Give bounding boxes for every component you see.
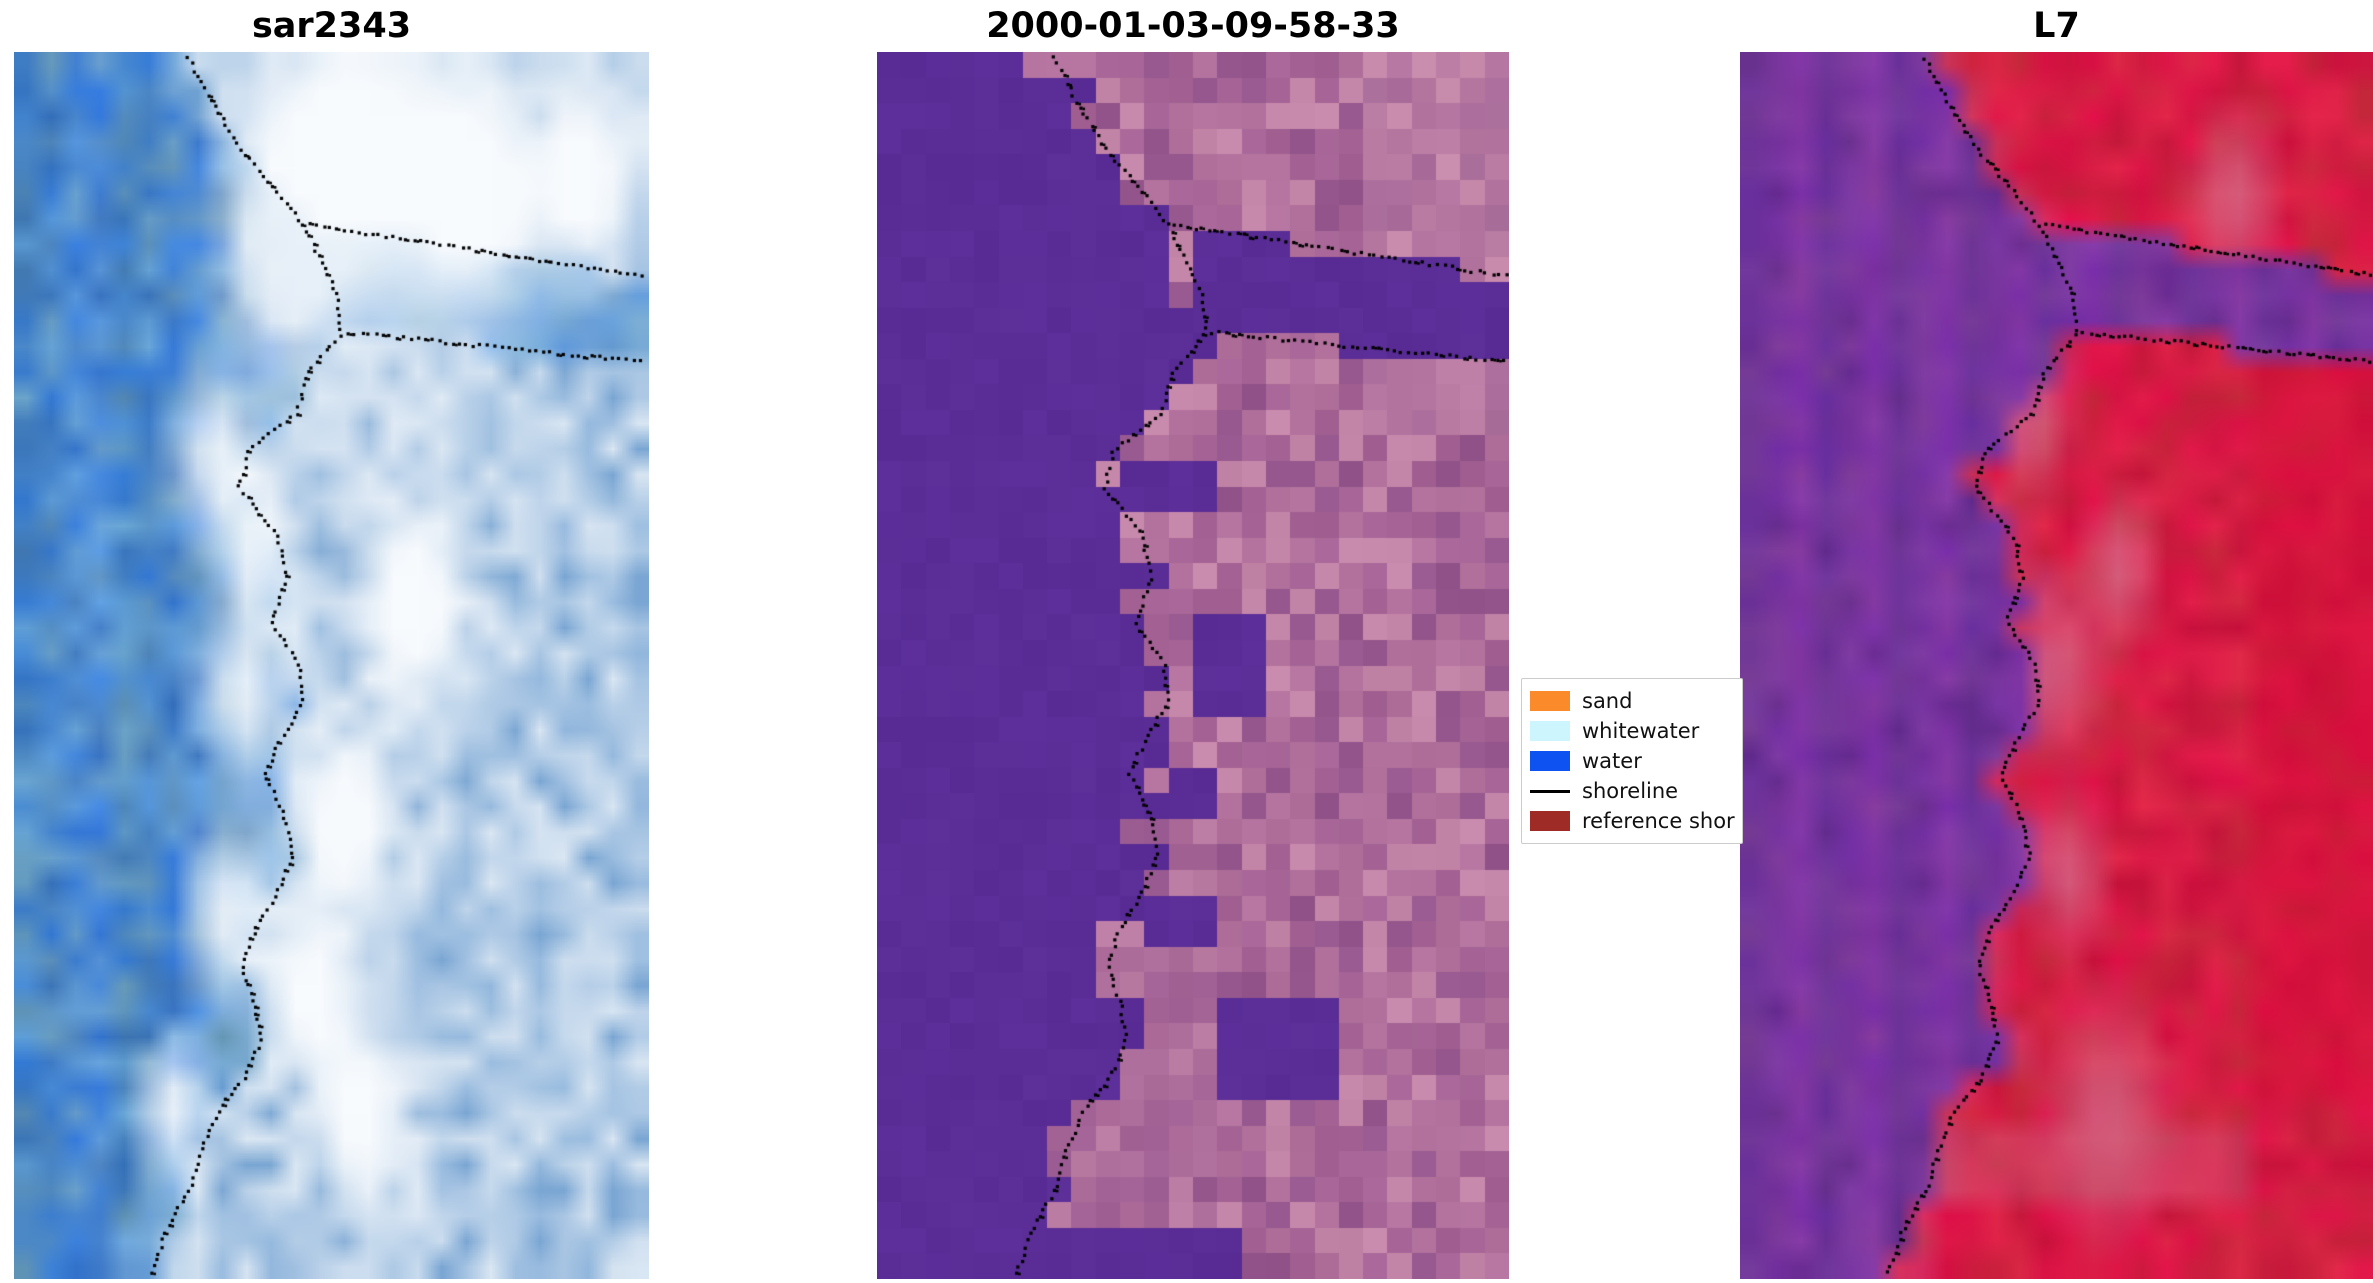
legend-label: water (1582, 749, 1642, 773)
legend-entry-water: water (1530, 746, 1738, 776)
panel-title-l7: L7 (2033, 6, 2080, 46)
legend-label: whitewater (1582, 719, 1700, 743)
legend-swatch-shoreline (1530, 789, 1570, 793)
panel-title-date: 2000-01-03-09-58-33 (986, 6, 1400, 46)
legend-entry-sand: sand (1530, 686, 1738, 716)
panel-title-sar2343: sar2343 (251, 6, 412, 46)
legend-swatch-whitewater (1530, 721, 1570, 741)
legend-entry-shoreline: shoreline (1530, 776, 1738, 806)
legend-label: reference shor (1582, 809, 1735, 833)
panel-image-classified (877, 52, 1509, 1279)
legend-entry-whitewater: whitewater (1530, 716, 1738, 746)
panel-image-l7 (1740, 52, 2373, 1279)
legend-swatch-sand (1530, 691, 1570, 711)
legend-swatch-reference-shor (1530, 811, 1570, 831)
legend-label: sand (1582, 689, 1633, 713)
panel-image-sar2343 (14, 52, 649, 1279)
legend-label: shoreline (1582, 779, 1679, 803)
legend-entry-reference-shor: reference shor (1530, 806, 1738, 836)
legend-swatch-water (1530, 751, 1570, 771)
legend: sand whitewater water shoreline reference sh… (1521, 678, 1743, 844)
